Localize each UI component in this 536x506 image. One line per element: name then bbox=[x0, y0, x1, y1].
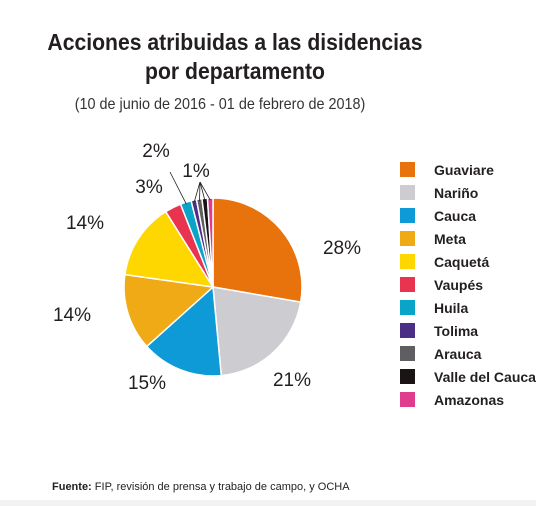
legend-swatch bbox=[400, 277, 415, 292]
legend-label: Guaviare bbox=[434, 161, 494, 178]
data-label-caquet-: 14% bbox=[66, 213, 104, 234]
bottom-rule bbox=[0, 500, 536, 506]
legend: Guaviare Nariño Cauca Meta Caquetá Vaupés Huil… bbox=[400, 158, 536, 411]
legend-item: Valle del Cauca bbox=[400, 365, 536, 388]
leader-line bbox=[169, 171, 187, 205]
legend-item: Vaupés bbox=[400, 273, 536, 296]
legend-label: Vaupés bbox=[434, 276, 484, 293]
source-note: Fuente: FIP, revisión de prensa y trabaj… bbox=[52, 481, 350, 493]
legend-label: Tolima bbox=[434, 322, 479, 339]
legend-label: Huila bbox=[434, 299, 469, 316]
legend-item: Tolima bbox=[400, 319, 536, 342]
legend-item: Nariño bbox=[400, 181, 536, 204]
chart-title-line-2: por departamento bbox=[145, 58, 325, 84]
legend-label: Meta bbox=[434, 230, 466, 247]
legend-item: Cauca bbox=[400, 204, 536, 227]
pie-slice-caquet- bbox=[124, 210, 215, 288]
legend-label: Cauca bbox=[434, 207, 477, 224]
legend-item: Amazonas bbox=[400, 388, 536, 411]
chart-subtitle: (10 de junio de 2016 - 01 de febrero de … bbox=[74, 96, 366, 113]
legend-swatch bbox=[400, 369, 415, 384]
data-label-nari-o: 21% bbox=[273, 370, 311, 391]
legend-swatch bbox=[400, 300, 415, 315]
data-label-meta: 14% bbox=[53, 305, 91, 326]
pie-slice-guaviare bbox=[212, 197, 303, 304]
data-label-guaviare: 28% bbox=[323, 238, 361, 259]
pie-slice-amazonas bbox=[206, 197, 214, 288]
legend-item: Guaviare bbox=[400, 158, 536, 181]
pie-slice-cauca bbox=[145, 285, 223, 377]
data-label-huila: 2% bbox=[142, 141, 170, 162]
data-label-cauca: 15% bbox=[128, 373, 166, 394]
legend-label: Valle del Cauca bbox=[434, 368, 536, 385]
leader-line bbox=[193, 181, 201, 203]
legend-swatch bbox=[400, 392, 415, 407]
source-text: FIP, revisión de prensa y trabajo de cam… bbox=[91, 481, 350, 493]
legend-label: Amazonas bbox=[434, 391, 505, 408]
leader-line bbox=[199, 181, 206, 201]
legend-swatch bbox=[400, 208, 415, 223]
legend-label: Caquetá bbox=[434, 253, 490, 270]
legend-swatch bbox=[400, 185, 415, 200]
legend-item: Huila bbox=[400, 296, 536, 319]
legend-item: Caquetá bbox=[400, 250, 536, 273]
chart-title-line-1: Acciones atribuidas a las disidencias bbox=[47, 29, 423, 55]
legend-swatch bbox=[400, 346, 415, 361]
legend-swatch bbox=[400, 323, 415, 338]
chart-title: Acciones atribuidas a las disidencias po… bbox=[19, 28, 451, 86]
data-label-tolima: 1% bbox=[182, 161, 210, 182]
source-prefix: Fuente: bbox=[52, 481, 92, 493]
legend-item: Arauca bbox=[400, 342, 536, 365]
legend-swatch bbox=[400, 231, 415, 246]
legend-label: Nariño bbox=[434, 184, 479, 201]
legend-item: Meta bbox=[400, 227, 536, 250]
legend-label: Arauca bbox=[434, 345, 482, 362]
data-label-vaup-s: 3% bbox=[135, 177, 163, 198]
legend-swatch bbox=[400, 162, 415, 177]
pie-slice-meta bbox=[123, 273, 215, 348]
leader-line bbox=[199, 181, 211, 201]
legend-swatch bbox=[400, 254, 415, 269]
pie-slice-nari-o bbox=[212, 286, 302, 377]
